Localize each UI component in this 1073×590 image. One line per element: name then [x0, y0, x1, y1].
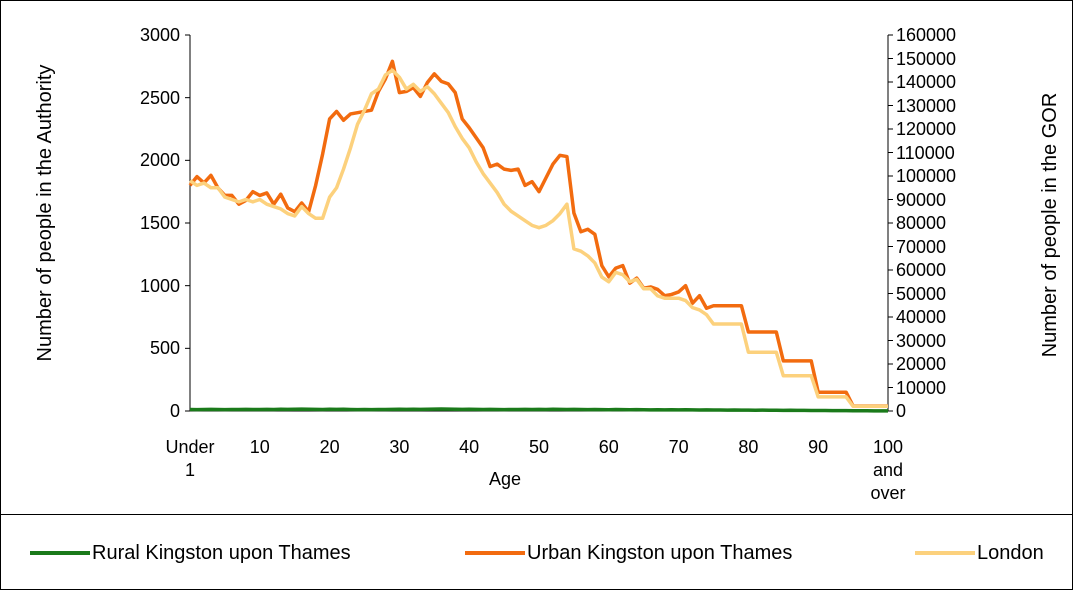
y-tick-label: 500 — [149, 338, 180, 359]
y-tick-label: 2500 — [139, 87, 180, 108]
y-tick-label: 2000 — [139, 150, 180, 171]
x-tick-label: Under 1 — [165, 437, 215, 480]
y2-tick-label: 30000 — [896, 330, 947, 351]
y2-tick-label: 20000 — [896, 354, 947, 374]
y2-tick-label: 80000 — [896, 213, 947, 233]
y2-tick-label: 50000 — [896, 283, 947, 304]
y-tick-label: 1500 — [139, 213, 180, 233]
x-tick-label: 40 — [459, 437, 480, 457]
x-tick-label: 60 — [598, 437, 619, 457]
y2-tick-label: 120000 — [896, 119, 957, 139]
legend-label: Rural Kingston upon Thames — [92, 542, 351, 564]
y2-tick-label: 160000 — [896, 25, 957, 45]
y2-tick-label: 0 — [896, 401, 907, 421]
x-tick-label: 10 — [249, 437, 270, 457]
legend-label: Urban Kingston upon Thames — [527, 542, 793, 564]
y2-tick-label: 70000 — [896, 236, 947, 257]
y2-tick-label: 90000 — [896, 189, 947, 210]
x-tick-label: 20 — [319, 437, 340, 457]
series-line — [189, 68, 888, 409]
series-line — [188, 59, 888, 408]
y-axis-title: Number of people in the Authority — [34, 64, 56, 362]
y2-tick-label: 110000 — [896, 142, 955, 163]
y2-tick-label: 60000 — [896, 260, 947, 280]
y-tick-label: 3000 — [139, 25, 180, 45]
y2-tick-label: 130000 — [896, 95, 957, 116]
y2-tick-label: 140000 — [896, 72, 957, 92]
y2-tick-label: 100000 — [896, 166, 957, 186]
y2-tick-label: 150000 — [896, 48, 957, 69]
x-tick-label: 50 — [528, 437, 550, 457]
y-tick-label: 0 — [169, 401, 180, 421]
x-tick-label: 90 — [808, 437, 829, 457]
legend-label: London — [977, 542, 1044, 564]
y-tick-label: 1000 — [139, 275, 180, 296]
series-line — [189, 407, 888, 413]
x-tick-label: 100 and over — [870, 437, 906, 503]
x-tick-label: 80 — [738, 437, 759, 457]
y2-tick-label: 10000 — [896, 377, 947, 398]
x-tick-label: 70 — [668, 437, 689, 457]
y2-axis-title: Number of people in the GOR — [1039, 92, 1061, 358]
x-axis-title: Age — [488, 469, 522, 489]
x-tick-label: 30 — [389, 437, 410, 457]
y2-tick-label: 40000 — [896, 307, 947, 327]
